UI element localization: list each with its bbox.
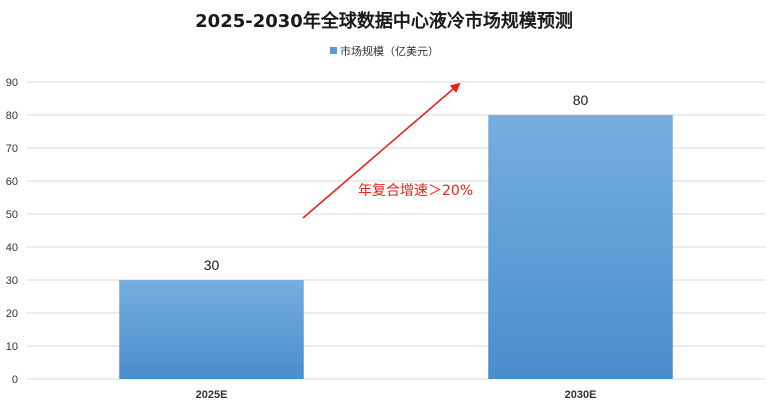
y-tick-label: 30	[6, 275, 18, 287]
data-labels: 30 80	[204, 92, 589, 273]
legend-label: 市场规模（亿美元）	[340, 44, 439, 58]
x-axis-ticks: 2025E 2030E	[196, 389, 597, 401]
y-tick-label: 70	[6, 143, 18, 155]
bars	[119, 115, 673, 379]
x-tick-label-2030E: 2030E	[565, 389, 597, 401]
y-tick-label: 40	[6, 242, 18, 254]
legend-swatch	[330, 47, 337, 54]
y-tick-label: 0	[12, 374, 18, 386]
y-tick-label: 60	[6, 176, 18, 188]
growth-rate-label: 年复合增速＞20%	[358, 182, 473, 199]
y-tick-label: 90	[6, 77, 18, 89]
y-tick-label: 10	[6, 341, 18, 353]
growth-annotation: 年复合增速＞20%	[302, 82, 473, 219]
y-tick-label: 80	[6, 110, 18, 122]
bar-2030E	[488, 115, 673, 379]
x-tick-label-2025E: 2025E	[196, 389, 228, 401]
growth-arrow	[302, 82, 461, 219]
data-label-2030E: 80	[573, 92, 589, 108]
y-tick-label: 20	[6, 308, 18, 320]
y-tick-label: 50	[6, 209, 18, 221]
legend: 市场规模（亿美元）	[330, 44, 439, 58]
chart-title: 2025-2030年全球数据中心液冷市场规模预测	[195, 10, 573, 32]
data-label-2025E: 30	[204, 257, 220, 273]
bar-2025E	[119, 280, 304, 379]
y-axis-ticks: 0 10 20 30 40 50 60 70 80 90	[6, 77, 18, 386]
